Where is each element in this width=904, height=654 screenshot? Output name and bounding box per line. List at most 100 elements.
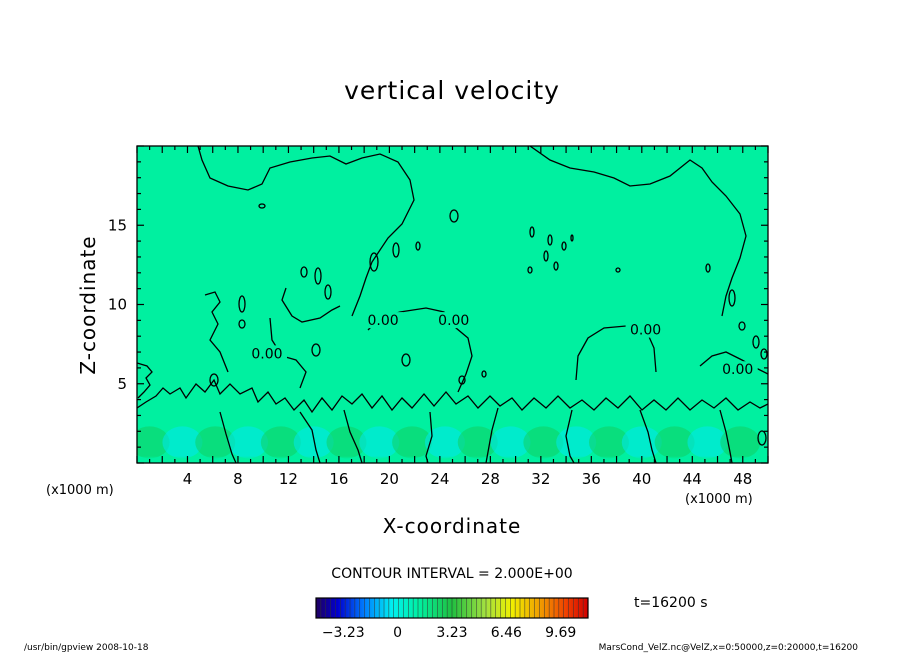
svg-text:0.00: 0.00: [630, 323, 661, 339]
colorbar-tick-label: 3.23: [436, 625, 467, 641]
contour-loop: [728, 289, 736, 307]
contour-loop: [238, 295, 246, 313]
updraft-cell: [392, 426, 433, 459]
svg-text:0.00: 0.00: [368, 313, 399, 329]
contour-line: [529, 146, 747, 317]
contour-loop: [311, 343, 321, 357]
contour-loop: [209, 373, 219, 387]
contour-loop: [415, 241, 421, 251]
contour-line: [343, 409, 363, 463]
contour-loop: [458, 375, 466, 385]
y-axis-label: Z-coordinate: [76, 235, 100, 375]
x-tick-label: 20: [380, 470, 399, 488]
contour-line: [485, 407, 499, 463]
contour-loop: [705, 263, 711, 273]
contour-line: [565, 409, 575, 463]
x-tick-label: 48: [733, 470, 752, 488]
x-tick-label: 36: [582, 470, 601, 488]
svg-text:0.00: 0.00: [438, 313, 469, 329]
contour-label: 0.00: [625, 321, 666, 339]
x-tick-label: 4: [183, 470, 193, 488]
contour-line: [219, 411, 237, 463]
contour-loop: [760, 348, 768, 360]
contour-loop: [529, 226, 535, 238]
contour-line: [281, 287, 341, 323]
contour-line: [197, 146, 415, 317]
updraft-cell: [195, 426, 236, 459]
colorbar-tick-label: 0: [393, 625, 402, 641]
contour-loop: [527, 266, 533, 274]
contour-interval: CONTOUR INTERVAL = 2.000E+00: [331, 566, 573, 582]
downdraft-cell: [162, 426, 203, 459]
downdraft-cell: [687, 426, 728, 459]
contour-line: [269, 317, 307, 389]
time-label: t=16200 s: [634, 595, 708, 611]
contour-loop: [392, 242, 400, 258]
contour-loop: [300, 266, 308, 278]
updraft-cell: [588, 426, 629, 459]
contour-loop: [481, 370, 487, 378]
contour-label: 0.00: [433, 312, 474, 329]
contour-loop: [238, 319, 246, 329]
colorbar: −3.23 0 3.23 6.46 9.69: [315, 597, 589, 641]
contour-labels: 0.00 0.00 0.00 0.00 0.00: [246, 312, 758, 378]
contour-loop: [757, 430, 767, 446]
y-axis-unit: (x1000 m): [46, 483, 114, 498]
svg-text:0.00: 0.00: [251, 346, 282, 362]
contour-line: [639, 409, 657, 463]
y-tick-label: 10: [108, 296, 127, 314]
svg-text:0.00: 0.00: [722, 362, 753, 378]
velocity-field: [137, 146, 768, 463]
contour-line: [719, 409, 733, 463]
downdraft-cell: [359, 426, 400, 459]
x-tick-label: 40: [632, 470, 651, 488]
contour-line: [204, 291, 229, 373]
downdraft-cell: [228, 426, 269, 459]
updraft-cell: [260, 426, 301, 459]
contour-line: [137, 362, 153, 399]
contour-line: [299, 411, 321, 463]
x-tick-label: 16: [329, 470, 348, 488]
contour-loop: [401, 353, 411, 367]
contour-loop: [547, 234, 553, 246]
contour-label: 0.00: [717, 361, 758, 378]
contour-loop: [449, 209, 459, 223]
contour-line: [699, 351, 768, 375]
downdraft-cell: [293, 426, 334, 459]
contour-loop: [258, 203, 266, 209]
contour-line: [137, 378, 768, 414]
x-tick-label: 44: [683, 470, 702, 488]
x-tick-label: 28: [481, 470, 500, 488]
updraft-cell: [137, 426, 170, 459]
colorbar-tick-label: 6.46: [491, 625, 522, 641]
contour-loop: [543, 250, 549, 262]
contour-label: 0.00: [246, 345, 287, 362]
y-tick-label: 15: [108, 216, 127, 234]
x-tick-label: 8: [233, 470, 243, 488]
contour-loop: [369, 252, 379, 272]
x-tick-label: 24: [430, 470, 449, 488]
contour-loop: [615, 267, 621, 273]
downdraft-cell: [424, 426, 465, 459]
downdraft-cell: [490, 426, 531, 459]
x-tick-label: 32: [531, 470, 550, 488]
y-tick-label: 5: [117, 375, 127, 393]
updraft-cell: [326, 426, 367, 459]
contour-loop: [752, 335, 760, 349]
x-tick-label: 12: [279, 470, 298, 488]
contour-loop: [314, 267, 322, 285]
chart-title: vertical velocity: [344, 76, 560, 105]
footer-right: MarsCond_VelZ.nc@VelZ,x=0:50000,z=0:2000…: [598, 643, 858, 653]
footer-left: /usr/bin/gpview 2008-10-18: [24, 643, 149, 653]
axis-ticks: [136, 145, 769, 464]
colorbar-tick-label: 9.69: [545, 625, 576, 641]
contour-line: [575, 325, 657, 381]
contour-loop: [570, 234, 574, 242]
updraft-cell: [523, 426, 564, 459]
contour-loop: [561, 241, 567, 251]
contour-loop: [553, 261, 559, 271]
x-axis-label: X-coordinate: [382, 514, 522, 538]
contour-loop: [324, 284, 332, 300]
